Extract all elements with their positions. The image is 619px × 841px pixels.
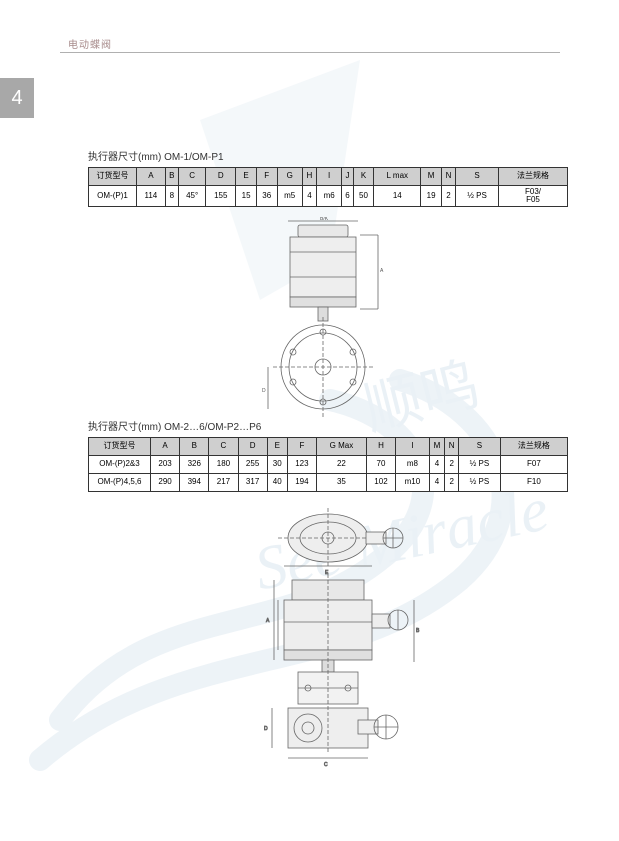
svg-text:C: C xyxy=(324,762,328,768)
table-header-cell: S xyxy=(456,168,499,186)
table-cell: 22 xyxy=(316,456,366,474)
table-header-cell: L max xyxy=(374,168,421,186)
table-row: OM-(P)4,5,62903942173174019435102m1042½ … xyxy=(89,474,568,492)
table-cell: F07 xyxy=(500,456,567,474)
table-header-cell: A xyxy=(137,168,166,186)
table-cell: 102 xyxy=(366,474,395,492)
table-cell: OM-(P)1 xyxy=(89,186,137,207)
table-header-cell: M xyxy=(421,168,442,186)
table-cell: 114 xyxy=(137,186,166,207)
svg-text:A: A xyxy=(266,618,270,624)
table-cell: OM-(P)2&3 xyxy=(89,456,151,474)
svg-text:A: A xyxy=(380,268,384,274)
table-header-cell: E xyxy=(236,168,257,186)
table-header-cell: C xyxy=(209,438,238,456)
table-header-cell: D xyxy=(238,438,267,456)
table-cell: 290 xyxy=(151,474,180,492)
table-cell: 30 xyxy=(267,456,287,474)
table-cell: 40 xyxy=(267,474,287,492)
table-header-cell: N xyxy=(441,168,455,186)
diagram-om2-6: E xyxy=(88,502,568,772)
section1-title: 执行器尺寸(mm) OM-1/OM-P1 xyxy=(88,148,568,163)
header-rule xyxy=(60,52,560,53)
table-header-cell: J xyxy=(342,168,353,186)
table-cell: 326 xyxy=(180,456,209,474)
table-header-cell: D xyxy=(206,168,236,186)
table-header-cell: H xyxy=(366,438,395,456)
table-cell: F03/ F05 xyxy=(499,186,568,207)
table-cell: m5 xyxy=(277,186,302,207)
table-header-cell: F xyxy=(287,438,316,456)
table-cell: 180 xyxy=(209,456,238,474)
table-cell: 19 xyxy=(421,186,442,207)
table-cell: ½ PS xyxy=(459,456,501,474)
table-cell: 394 xyxy=(180,474,209,492)
table-cell: 45° xyxy=(178,186,205,207)
table-cell: m6 xyxy=(317,186,342,207)
table-cell: 217 xyxy=(209,474,238,492)
table-cell: 203 xyxy=(151,456,180,474)
table-header-cell: B xyxy=(165,168,178,186)
table-cell: 4 xyxy=(302,186,316,207)
table-cell: 155 xyxy=(206,186,236,207)
section2-title: 执行器尺寸(mm) OM-2…6/OM-P2…P6 xyxy=(88,418,568,433)
table-cell: ½ PS xyxy=(456,186,499,207)
table-cell: 4 xyxy=(429,474,445,492)
table-cell: 317 xyxy=(238,474,267,492)
table-cell: 123 xyxy=(287,456,316,474)
table-header-cell: C xyxy=(178,168,205,186)
table-header-cell: F xyxy=(256,168,277,186)
table-om1: 订货型号ABCDEFGHIJKL maxMNS法兰规格 OM-(P)111484… xyxy=(88,167,568,207)
table-cell: 255 xyxy=(238,456,267,474)
table-header-cell: 法兰规格 xyxy=(500,438,567,456)
table-cell: 8 xyxy=(165,186,178,207)
table-cell: 50 xyxy=(353,186,374,207)
table-cell: OM-(P)4,5,6 xyxy=(89,474,151,492)
table-header-cell: N xyxy=(445,438,459,456)
table-cell: m10 xyxy=(396,474,430,492)
table-cell: F10 xyxy=(500,474,567,492)
table-header-cell: I xyxy=(317,168,342,186)
table-header-cell: 订货型号 xyxy=(89,168,137,186)
table-header-cell: G Max xyxy=(316,438,366,456)
svg-text:B: B xyxy=(416,628,420,634)
table-header-cell: I xyxy=(396,438,430,456)
chapter-tab: 4 xyxy=(0,78,34,118)
table-header-cell: E xyxy=(267,438,287,456)
table-cell: 2 xyxy=(445,474,459,492)
section-om1: 执行器尺寸(mm) OM-1/OM-P1 订货型号ABCDEFGHIJKL ma… xyxy=(88,148,568,417)
page-header: 电动蝶阀 xyxy=(68,36,112,51)
table-header-cell: 法兰规格 xyxy=(499,168,568,186)
table-cell: 6 xyxy=(342,186,353,207)
table-header-cell: 订货型号 xyxy=(89,438,151,456)
svg-text:D: D xyxy=(264,726,268,732)
table-cell: 15 xyxy=(236,186,257,207)
table-row: OM-(P)2&3203326180255301232270m842½ PSF0… xyxy=(89,456,568,474)
table-header-cell: G xyxy=(277,168,302,186)
table-cell: 36 xyxy=(256,186,277,207)
table-cell: m8 xyxy=(396,456,430,474)
table-cell: 2 xyxy=(445,456,459,474)
table-cell: 14 xyxy=(374,186,421,207)
svg-text:D: D xyxy=(262,388,266,394)
svg-text:B/K: B/K xyxy=(320,217,329,222)
table-cell: 35 xyxy=(316,474,366,492)
table-header-cell: B xyxy=(180,438,209,456)
table-cell: 194 xyxy=(287,474,316,492)
table-header-cell: S xyxy=(459,438,501,456)
table-cell: ½ PS xyxy=(459,474,501,492)
diagram-om1: B/K A D xyxy=(88,217,568,417)
table-cell: 70 xyxy=(366,456,395,474)
table-header-cell: A xyxy=(151,438,180,456)
table-cell: 4 xyxy=(429,456,445,474)
table-om2-6: 订货型号ABCDEFG MaxHIMNS法兰规格 OM-(P)2&3203326… xyxy=(88,437,568,492)
table-cell: 2 xyxy=(441,186,455,207)
section-om2-6: 执行器尺寸(mm) OM-2…6/OM-P2…P6 订货型号ABCDEFG Ma… xyxy=(88,418,568,772)
table-header-cell: K xyxy=(353,168,374,186)
table-row: OM-(P)1114845°1551536m54m665014192½ PSF0… xyxy=(89,186,568,207)
table-header-cell: H xyxy=(302,168,316,186)
table-header-cell: M xyxy=(429,438,445,456)
